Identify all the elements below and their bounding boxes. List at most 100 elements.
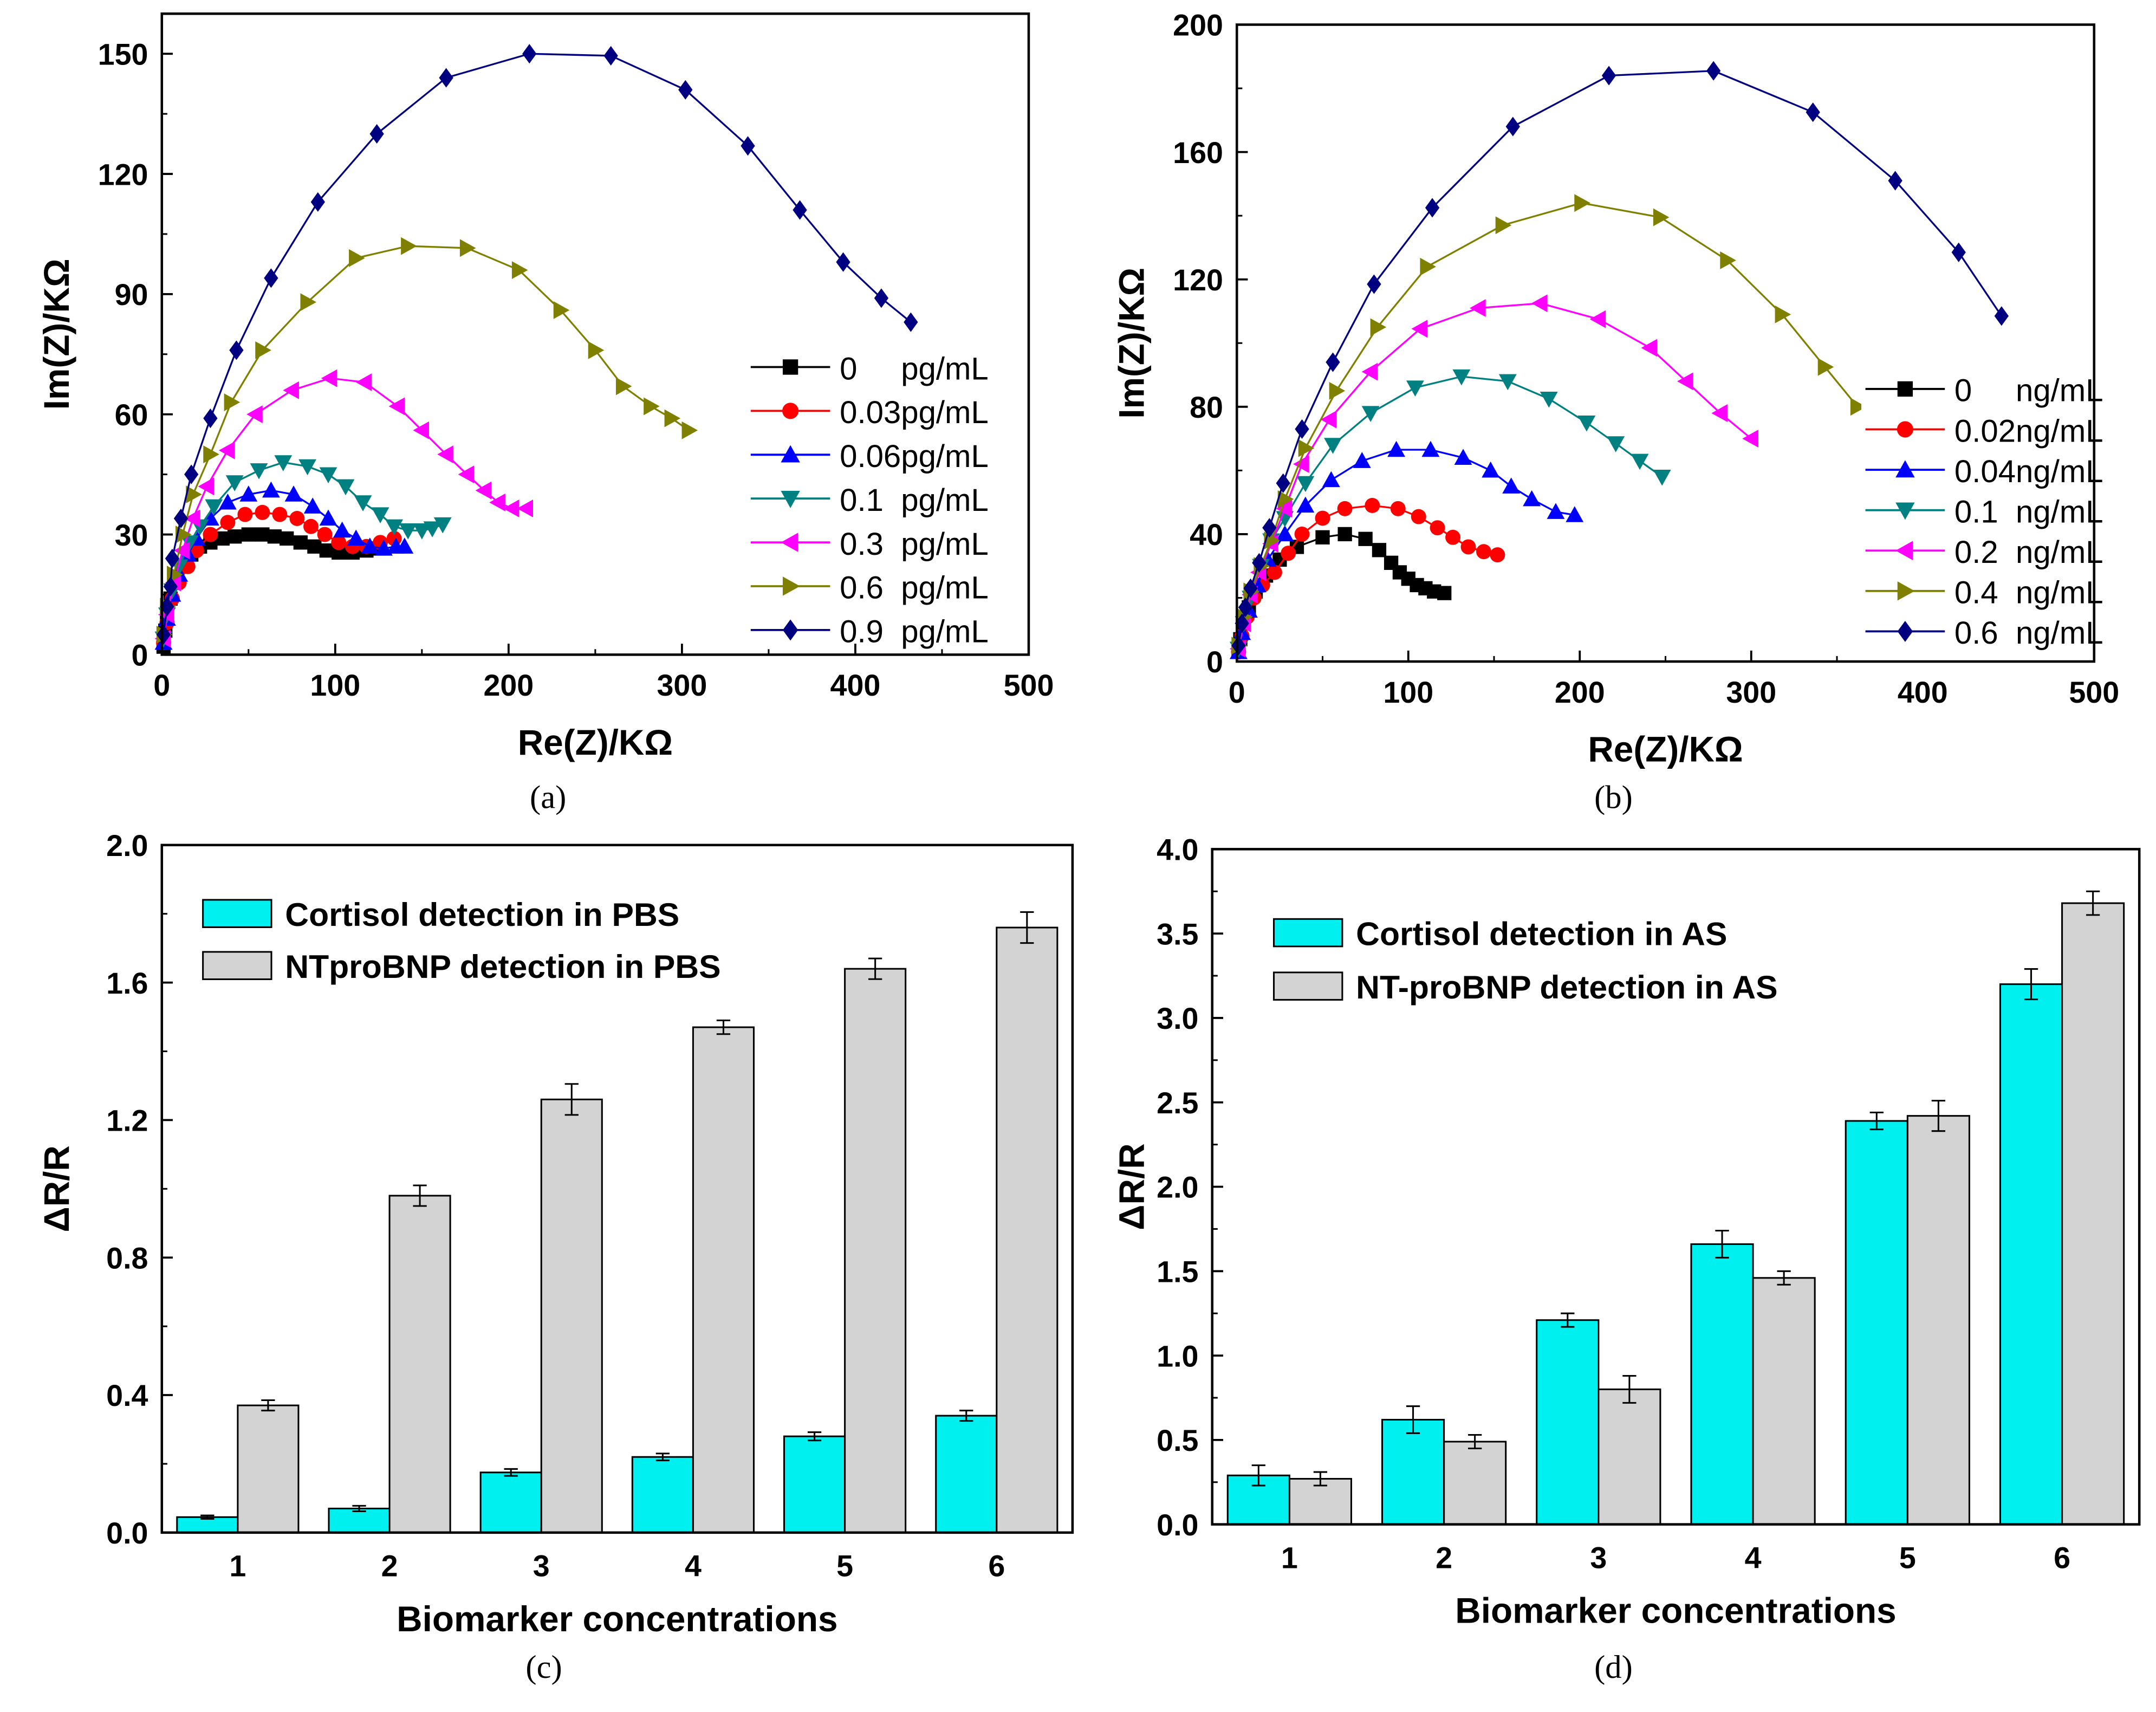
bar-1-0 — [237, 1404, 300, 1534]
x-axis-label: Re(Z)/KΩ — [518, 723, 673, 762]
marker-triangle-right — [681, 421, 698, 439]
marker-circle — [220, 515, 236, 530]
legend: 0 ng/mL 0.02ng/mL 0.04ng/mL 0.1 ng/mL 0.2 ng… — [1861, 367, 2103, 661]
marker-triangle-up — [284, 485, 303, 502]
marker-diamond — [264, 268, 278, 288]
marker-triangle-right — [1574, 194, 1590, 212]
bar-1-3 — [692, 1026, 755, 1534]
legend-label: 0.9 pg/mL — [840, 614, 989, 650]
marker-triangle-left — [1411, 320, 1428, 338]
series-line — [1237, 375, 1663, 649]
marker-triangle-down — [1296, 476, 1315, 492]
marker-diamond — [522, 44, 537, 64]
legend-label: Cortisol detection in PBS — [285, 896, 679, 933]
series-3 — [154, 455, 452, 648]
marker-triangle-left — [1589, 310, 1606, 328]
marker-diamond — [1367, 274, 1381, 294]
error-bar — [868, 957, 882, 980]
bar-0-5 — [1999, 983, 2063, 1526]
chart-c: (c) Biomarker concentrations ΔR/R 0.0 0.4 0.8… — [37, 829, 1074, 1685]
bar-1-3 — [1752, 1277, 1816, 1526]
error-bar — [2024, 968, 2038, 1001]
error-bar — [716, 1019, 731, 1035]
marker-circle — [1281, 546, 1296, 561]
marker-triangle-up — [781, 445, 800, 463]
marker-triangle-down — [336, 479, 355, 496]
marker-diamond — [229, 340, 244, 360]
marker-triangle-left — [283, 381, 299, 399]
x-tick-label: 4 — [685, 1549, 702, 1583]
marker-diamond — [1806, 102, 1820, 122]
bar-0-5 — [935, 1415, 998, 1534]
marker-triangle-up — [1387, 440, 1406, 457]
marker-triangle-right — [186, 485, 202, 504]
error-bar — [1406, 1405, 1420, 1434]
x-tick-label: 200 — [483, 669, 534, 702]
chart-b: (b) Re(Z)/KΩ Im(Z)/KΩ 0 40 80 120 160 200 0 100 200… — [1112, 9, 2119, 816]
y-axis-label: Im(Z)/KΩ — [37, 258, 76, 410]
marker-triangle-down — [423, 521, 441, 537]
marker-square — [1897, 381, 1913, 397]
marker-triangle-down — [781, 491, 800, 508]
y-tick-label: 160 — [1173, 136, 1223, 170]
y-tick-label: 3.5 — [1157, 917, 1198, 951]
marker-triangle-up — [262, 481, 280, 498]
y-tick-label: 0 — [1206, 645, 1223, 679]
marker-triangle-right — [1420, 257, 1437, 276]
legend-label: 0.1 pg/mL — [840, 483, 989, 518]
marker-triangle-left — [1320, 410, 1337, 429]
marker-triangle-right — [1329, 381, 1346, 400]
legend-label: 0 pg/mL — [840, 351, 989, 386]
legend-label: 0.6 ng/mL — [1954, 615, 2103, 651]
marker-triangle-down — [1498, 374, 1517, 391]
error-bar — [655, 1452, 670, 1462]
marker-circle — [1490, 547, 1505, 563]
x-tick-label: 400 — [830, 669, 881, 702]
marker-square — [1358, 531, 1373, 546]
x-axis-label: Biomarker concentrations — [397, 1599, 837, 1639]
marker-triangle-right — [588, 341, 605, 359]
marker-triangle-left — [437, 445, 453, 464]
marker-triangle-up — [1523, 490, 1541, 507]
x-tick-label: 500 — [2069, 676, 2119, 709]
marker-triangle-up — [303, 497, 322, 514]
marker-triangle-up — [347, 529, 365, 546]
series-6 — [156, 44, 918, 645]
legend-label: NTproBNP detection in PBS — [285, 948, 720, 985]
marker-triangle-right — [1897, 581, 1915, 601]
marker-triangle-right — [224, 393, 241, 411]
marker-triangle-down — [1577, 416, 1596, 432]
error-bar — [1251, 1464, 1265, 1487]
bar-0-2 — [1536, 1319, 1600, 1526]
marker-triangle-right — [1720, 251, 1736, 269]
marker-triangle-right — [1264, 531, 1280, 550]
y-tick-label: 1.0 — [1157, 1339, 1198, 1373]
marker-square — [293, 535, 308, 550]
marker-triangle-left — [458, 465, 475, 484]
marker-circle — [1460, 539, 1476, 555]
y-tick-label: 2.0 — [106, 829, 148, 863]
bar-0-3 — [631, 1456, 694, 1534]
marker-diamond — [184, 464, 199, 484]
legend-label: 0.4 ng/mL — [1954, 575, 2103, 611]
error-bar — [564, 1083, 579, 1116]
legend-label: Cortisol detection in AS — [1356, 915, 1727, 952]
bar-0-4 — [783, 1435, 846, 1534]
marker-triangle-left — [388, 397, 405, 416]
marker-diamond — [1425, 198, 1440, 218]
marker-circle — [1476, 544, 1491, 560]
marker-triangle-up — [218, 493, 237, 510]
marker-triangle-up — [1421, 440, 1440, 457]
marker-triangle-right — [1298, 439, 1315, 457]
marker-triangle-right — [644, 397, 660, 416]
bar-0-4 — [1845, 1120, 1908, 1526]
legend-swatch — [1272, 971, 1343, 1001]
error-bar — [261, 1399, 275, 1412]
marker-diamond — [163, 576, 178, 596]
marker-diamond — [1505, 116, 1520, 137]
bar-0-1 — [1381, 1418, 1445, 1526]
legend-swatch — [202, 951, 272, 981]
error-bar — [1869, 1111, 1884, 1131]
marker-diamond — [165, 548, 180, 568]
marker-diamond — [1326, 352, 1340, 372]
